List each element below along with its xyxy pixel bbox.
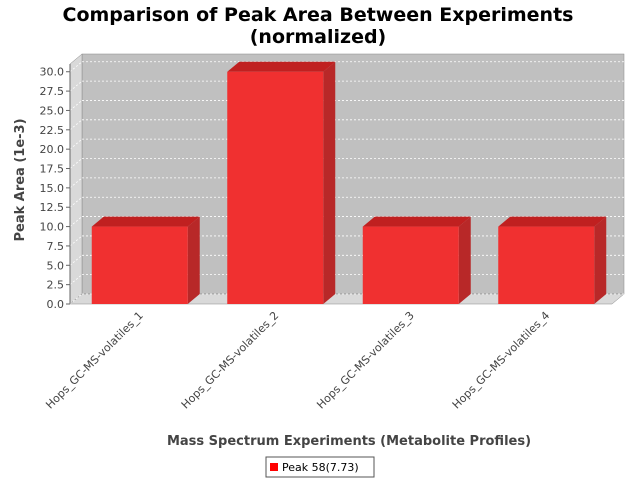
x-axis-label: Mass Spectrum Experiments (Metabolite Pr… xyxy=(167,434,531,449)
bar[interactable] xyxy=(227,71,324,304)
bar-side xyxy=(594,216,607,304)
gridline-wall xyxy=(69,235,83,247)
y-tick-label: 7.5 xyxy=(47,240,65,253)
x-tick-label: Hops_GC-MS-volatiles_1 xyxy=(43,309,146,412)
gridline-wall xyxy=(69,138,83,150)
y-tick-label: 25.0 xyxy=(40,104,65,117)
bar[interactable] xyxy=(91,226,188,304)
chart-title-line1: Comparison of Peak Area Between Experime… xyxy=(63,4,574,26)
bar-top xyxy=(91,216,200,227)
bar[interactable] xyxy=(498,226,595,304)
gridline-wall xyxy=(69,196,83,208)
gridline-wall xyxy=(69,158,83,169)
y-tick-label: 15.0 xyxy=(40,182,65,195)
gridline-wall xyxy=(69,254,83,266)
bar-side xyxy=(323,61,336,304)
bar[interactable] xyxy=(362,226,459,304)
gridline-wall xyxy=(69,61,83,73)
x-tick-label: Hops_GC-MS-volatiles_4 xyxy=(450,309,553,412)
gridline-wall xyxy=(69,293,83,305)
y-tick-label: 12.5 xyxy=(40,201,65,214)
gridline-wall xyxy=(69,274,83,285)
y-tick-label: 2.5 xyxy=(47,279,65,292)
legend: Peak 58(7.73) xyxy=(265,456,375,478)
bar-top xyxy=(227,61,336,72)
legend-swatch xyxy=(270,463,278,471)
plot-area: 0.0 2.5 5.0 7.5 10.0 12.5 15.0 17.5 20.0 22.5 25.0… xyxy=(40,53,625,412)
y-tick-label: 20.0 xyxy=(40,143,65,156)
bar-top xyxy=(362,216,471,227)
y-tick-label: 0.0 xyxy=(47,298,65,311)
gridline-wall xyxy=(69,119,83,131)
gridline-wall xyxy=(69,100,83,111)
y-tick-label: 27.5 xyxy=(40,85,65,98)
bar-side xyxy=(187,216,200,304)
legend-box xyxy=(265,456,375,478)
gridline-wall xyxy=(69,177,83,189)
y-tick-label: 22.5 xyxy=(40,124,65,137)
gridline-wall xyxy=(69,80,83,92)
y-tick-label: 5.0 xyxy=(47,259,65,272)
x-tick-label: Hops_GC-MS-volatiles_3 xyxy=(314,309,417,412)
bar-top xyxy=(498,216,607,227)
bar-side xyxy=(458,216,471,304)
x-tick-label: Hops_GC-MS-volatiles_2 xyxy=(179,309,282,412)
y-tick-label: 10.0 xyxy=(40,221,65,234)
chart-title-line2: (normalized) xyxy=(250,26,387,48)
legend-label: Peak 58(7.73) xyxy=(282,461,359,474)
y-tick-label: 17.5 xyxy=(40,163,65,176)
y-axis-label: Peak Area (1e-3) xyxy=(13,118,28,241)
y-tick-label: 30.0 xyxy=(40,66,65,79)
gridline-wall xyxy=(69,216,83,227)
